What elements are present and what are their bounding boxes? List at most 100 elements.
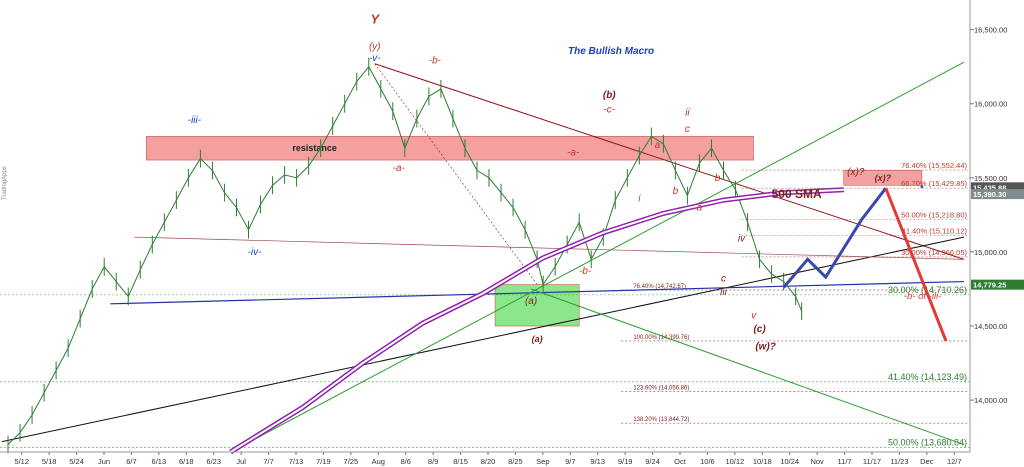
series <box>7 57 948 455</box>
x-tick-label: 10/24 <box>780 457 799 466</box>
x-tick-label: 6/13 <box>152 457 167 466</box>
y-tick-label: 15,000.00 <box>974 248 1007 257</box>
x-tick-label: 7/25 <box>344 457 359 466</box>
wave-label: c <box>685 124 690 135</box>
x-tick-label: 5/12 <box>14 457 29 466</box>
chart-title: The Bullish Macro <box>568 46 654 57</box>
fib-label: 76.40% (14,742.67) <box>633 284 686 290</box>
price-badge <box>971 182 1024 193</box>
wave-label: ii <box>685 108 690 119</box>
horizontal-resistance-line <box>134 236 965 260</box>
x-tick-label: 9/19 <box>618 457 633 466</box>
y-tick-label: 14,500.00 <box>974 322 1007 331</box>
upper-trend-line <box>374 63 965 260</box>
x-tick-label: 5/18 <box>42 457 57 466</box>
blue-trend-line <box>110 280 965 305</box>
zone <box>843 170 923 186</box>
y-tick-label: 16,500.00 <box>974 26 1007 35</box>
x-tick-label: 6/23 <box>206 457 221 466</box>
x-tick-label: 8/9 <box>428 457 438 466</box>
fib-label: 41.40% (14,123.49) <box>888 372 967 382</box>
x-tick-label: 12/7 <box>947 457 962 466</box>
x-tick-label: 9/7 <box>565 457 575 466</box>
x-tick-label: 7/13 <box>289 457 304 466</box>
green-channel-lower <box>530 288 965 446</box>
fib-label: 30.00% (14,966.05) <box>901 248 967 257</box>
wave-label: -v- <box>369 53 381 64</box>
fib-label: 41.40% (15,110.12) <box>902 227 968 236</box>
wave-label: (c) <box>753 324 766 335</box>
x-tick-label: 8/25 <box>508 457 523 466</box>
wave-label: (w)? <box>755 342 776 353</box>
wave-label: -b- <box>579 266 592 277</box>
x-tick-label: 10/6 <box>700 457 715 466</box>
x-tick-label: Jul <box>236 457 246 466</box>
wave-label: b <box>673 186 679 197</box>
projection-line <box>782 187 887 289</box>
x-tick-label: Aug <box>372 457 385 466</box>
y-tick-label: 15,500.00 <box>974 174 1007 183</box>
wave-label: i <box>638 194 641 205</box>
wave-label: -iv- <box>248 247 263 258</box>
zone-label: resistance <box>292 143 337 153</box>
x-tick-label: 9/13 <box>590 457 605 466</box>
b-of-iii-label: -b- of -iii- <box>904 291 941 302</box>
wave-label: c <box>721 274 726 285</box>
price-badge-label: 14,779.25 <box>973 281 1006 290</box>
x-tick-label: 8/20 <box>481 457 496 466</box>
y-tick-label: 16,000.00 <box>974 100 1007 109</box>
wave-label: iii <box>720 287 727 298</box>
x-tick-label: Oct <box>674 457 687 466</box>
wave-label: -b- <box>429 56 442 67</box>
wave-label: (y) <box>369 42 381 53</box>
x-tick-label: Sep <box>536 457 549 466</box>
x-tick-label: 11/23 <box>890 457 908 466</box>
watermark: TradingApps <box>2 166 8 200</box>
x-tick-label: 7/7 <box>263 457 273 466</box>
wave-labels: Y (y)-v- -iii- -iv- -b- -a- (b) -c- -a- -b- (a) ii c… <box>188 12 942 353</box>
wave-label: -a- <box>567 148 580 159</box>
sma-label: 500 SMA <box>772 187 822 201</box>
wave-label: iv <box>738 234 746 245</box>
fib-label: 138.20% (13,844.72) <box>633 417 689 423</box>
x-tick-label: 9/24 <box>645 457 660 466</box>
wave-label: (x)? <box>847 167 865 178</box>
zone-label: (a) <box>532 334 543 344</box>
green-channel-upper <box>230 61 965 453</box>
x-tick-label: Dec <box>920 457 934 466</box>
x-tick-label: 8/15 <box>453 457 468 466</box>
price-badge <box>971 279 1024 290</box>
zone <box>146 136 754 161</box>
wave-label: a <box>697 202 703 213</box>
wave-label: -a- <box>393 163 406 174</box>
fib-label: 123.60% (14,056.86) <box>633 386 689 392</box>
dashed-decline-line <box>374 63 538 285</box>
x-tick-label: 5/24 <box>69 457 84 466</box>
wave-label: b <box>715 173 721 184</box>
sma-line-inner <box>229 188 844 453</box>
fib-label: 50.00% (15,218.80) <box>901 211 967 220</box>
wave-label: v <box>751 311 757 322</box>
projection-down-line <box>884 187 948 342</box>
x-tick-label: 7/19 <box>316 457 331 466</box>
projection-dot <box>920 185 924 189</box>
wave-label: a <box>655 140 661 151</box>
x-tick-label: 10/12 <box>725 457 744 466</box>
x-tick-label: 11/17 <box>863 457 881 466</box>
wave-label: -c- <box>603 105 615 116</box>
x-tick-label: 11/7 <box>838 457 852 466</box>
lower-trend-line <box>1 236 965 443</box>
wave-label: Y <box>370 12 380 27</box>
wave-label: (b) <box>603 90 616 101</box>
wave-label: (a) <box>525 296 537 307</box>
price-badge-label: 15,390.30 <box>973 190 1006 199</box>
zones: resistance (x)? (a) <box>146 136 923 344</box>
fib-label: 76.40% (15,552.44) <box>901 161 967 170</box>
fib-label: 50.00% (13,680.84) <box>888 437 967 447</box>
wave-label: -iii- <box>188 115 202 126</box>
trend-lines <box>1 61 965 453</box>
x-tick-label: 6/7 <box>126 457 136 466</box>
zone-label: (x)? <box>875 173 892 183</box>
x-tick-label: Jun <box>98 457 110 466</box>
